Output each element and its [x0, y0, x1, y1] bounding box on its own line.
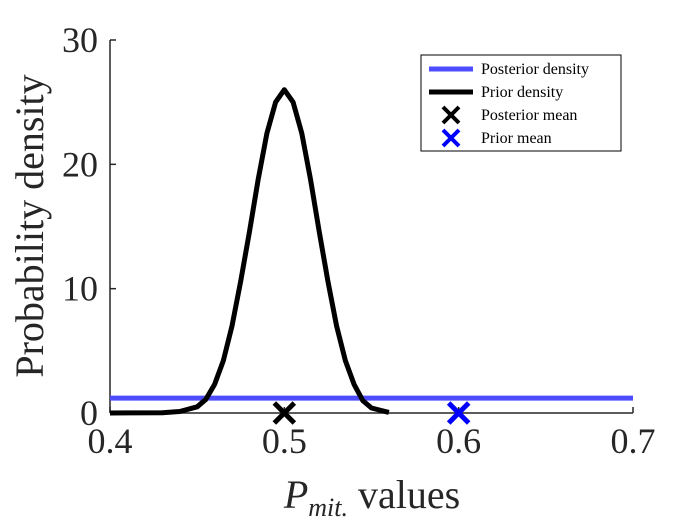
x-tick-label: 0.5	[262, 421, 307, 461]
x-tick-label: 0.6	[436, 421, 481, 461]
y-tick-label: 20	[62, 144, 98, 184]
legend-item-prior-density: Prior density	[429, 84, 563, 101]
legend-swatch	[441, 105, 461, 125]
legend-item-posterior-mean: Posterior mean	[441, 105, 577, 125]
legend-label: Prior density	[481, 84, 563, 101]
y-axis-label: Probability density	[7, 74, 52, 377]
legend-label: Prior mean	[481, 130, 552, 147]
legend-item-posterior-density: Posterior density	[429, 61, 589, 78]
series-prior-density-line	[109, 87, 390, 416]
x-tick-label: 0.7	[611, 421, 656, 461]
legend-swatch	[441, 128, 461, 148]
legend-label: Posterior density	[481, 61, 589, 78]
x-axis-label-sub: mit.	[308, 493, 348, 522]
plot-area	[109, 87, 633, 425]
y-tick-label: 30	[62, 20, 98, 60]
y-tick-label: 10	[62, 269, 98, 309]
x-axis-label-suffix: values	[348, 472, 460, 517]
x-tick-label: 0.4	[88, 421, 133, 461]
y-tick-label: 0	[80, 393, 98, 433]
x-axis-label: Pmit. values	[283, 472, 460, 522]
legend-label: Posterior mean	[481, 107, 577, 124]
series-prior-mean-marker	[446, 401, 471, 425]
legend: Posterior density Prior density Posterior …	[420, 54, 622, 152]
tick-labels: 0.4 0.5 0.6 0.7 0 10 20 30	[62, 20, 656, 461]
legend-item-prior-mean: Prior mean	[441, 128, 552, 148]
x-axis-label-main: P	[283, 472, 308, 517]
series-posterior-mean-marker	[272, 401, 297, 425]
